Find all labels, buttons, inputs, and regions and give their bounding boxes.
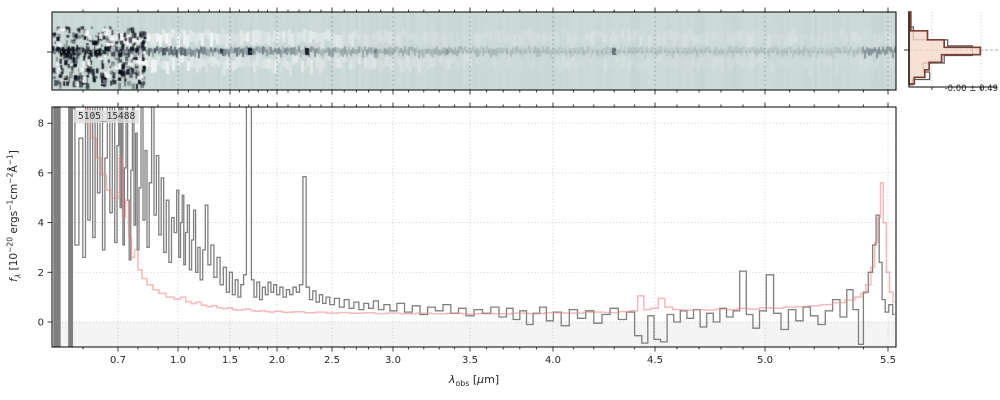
spec2d-image xyxy=(52,12,896,90)
spectrum-1d-panel: 0.7 1.0 1.5 2.0 2.5 3.0 3.5 4.0 4.5 5.0 5.5 0 2 4 6 8 xyxy=(38,7,897,366)
x-tick-label: 5.5 xyxy=(880,355,896,366)
negative-flux-band xyxy=(52,322,896,347)
y-axis-label: fλ [10−20 ergs−1cm−2Å−1] xyxy=(5,150,23,282)
x-tick-label: 2.5 xyxy=(324,355,340,366)
axis-ticks xyxy=(47,7,889,352)
x-tick-label: 4.0 xyxy=(545,355,561,366)
spec2d-border xyxy=(51,11,897,91)
y-tick-label: 2 xyxy=(38,268,44,279)
flux-step-line xyxy=(53,107,895,347)
x-tick-label: 3.0 xyxy=(385,355,401,366)
y-tick-label: 0 xyxy=(38,318,44,329)
main-plot-border xyxy=(51,106,897,348)
x-tick-label: 1.5 xyxy=(222,355,238,366)
x-tick-label: 2.0 xyxy=(269,355,285,366)
histogram-stats-annotation: -0.00 ± 0.49 xyxy=(944,84,998,94)
grid-lines xyxy=(52,107,896,347)
object-id-label: 5105_15488 xyxy=(74,110,140,123)
x-tick-label: 3.5 xyxy=(462,355,478,366)
y-tick-label: 8 xyxy=(38,119,44,130)
y-tick-label: 6 xyxy=(38,168,44,179)
x-tick-label: 5.0 xyxy=(757,355,773,366)
y-tick-label: 4 xyxy=(38,218,44,229)
spectrum-2d-panel xyxy=(51,11,897,91)
x-axis-label: λobs [μm] xyxy=(448,373,500,389)
x-tick-label: 1.0 xyxy=(170,355,186,366)
tick-labels: 0.7 1.0 1.5 2.0 2.5 3.0 3.5 4.0 4.5 5.0 5.5 0 2 4 6 8 xyxy=(38,119,896,366)
x-tick-label: 0.7 xyxy=(110,355,126,366)
error-step-line xyxy=(84,107,895,315)
spec2d-grid xyxy=(52,12,896,90)
noise-histogram-panel xyxy=(904,11,1000,90)
hist-spines xyxy=(908,12,997,88)
pink-histogram xyxy=(908,11,982,85)
x-tick-label: 4.5 xyxy=(647,355,663,366)
